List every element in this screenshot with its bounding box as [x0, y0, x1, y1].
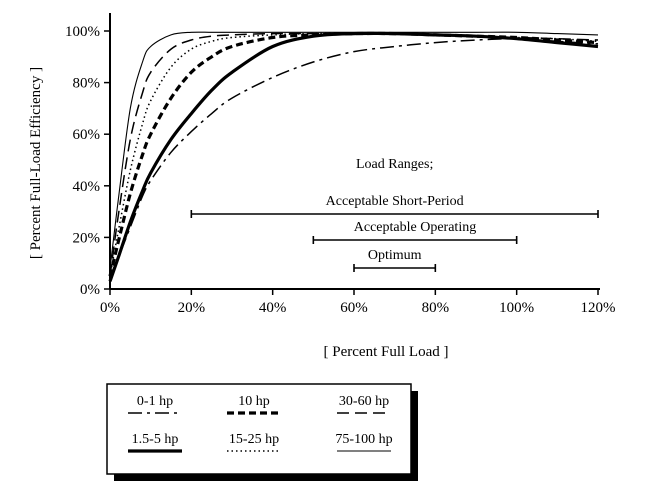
legend-label: 75-100 hp	[335, 432, 392, 447]
series-layer	[108, 31, 599, 282]
series-line-1-5-5-hp	[108, 31, 599, 282]
y-tick-label: 20%	[73, 230, 101, 246]
y-tick-label: 100%	[65, 24, 100, 40]
legend-label: 0-1 hp	[137, 394, 173, 409]
x-tick-label: 0%	[100, 300, 120, 316]
range-label: Optimum	[368, 248, 422, 263]
x-tick-label: 60%	[340, 300, 368, 316]
series-line-0-1-hp	[109, 37, 599, 277]
load-ranges-title: Load Ranges;	[356, 157, 433, 172]
legend-label: 1.5-5 hp	[132, 432, 179, 447]
x-axis-title: [ Percent Full Load ]	[324, 344, 449, 360]
x-tick-label: 100%	[499, 300, 534, 316]
y-tick-label: 60%	[73, 127, 101, 143]
x-tick-label: 20%	[178, 300, 206, 316]
legend-label: 30-60 hp	[339, 394, 389, 409]
legend: 0-1 hp 10 hp 30-60 hp 1.5-5 hp 15-25 hp 75-10…	[106, 383, 418, 481]
plot-axes	[109, 13, 600, 290]
y-tick-label: 40%	[73, 179, 101, 195]
series-line-75-100-hp	[109, 31, 599, 269]
x-tick-label: 40%	[259, 300, 287, 316]
legend-label: 15-25 hp	[229, 432, 279, 447]
x-tick-label: 120%	[581, 300, 616, 316]
legend-label: 10 hp	[238, 394, 270, 409]
y-axis-title: [ Percent Full-Load Efficiency ]	[28, 67, 44, 259]
y-tick-label: 80%	[73, 76, 101, 92]
legend-box	[106, 383, 412, 475]
tick-labels: 0% 20% 40% 60% 80% 100% 120% 0% 20% 40% 60% 80% 100%	[65, 24, 616, 316]
y-tick-label: 0%	[80, 282, 100, 298]
range-label: Acceptable Short-Period	[326, 194, 464, 209]
range-label: Acceptable Operating	[354, 220, 476, 235]
x-tick-label: 80%	[422, 300, 450, 316]
load-range-annotations: Load Ranges; Acceptable Short-Period Accep…	[190, 157, 599, 272]
